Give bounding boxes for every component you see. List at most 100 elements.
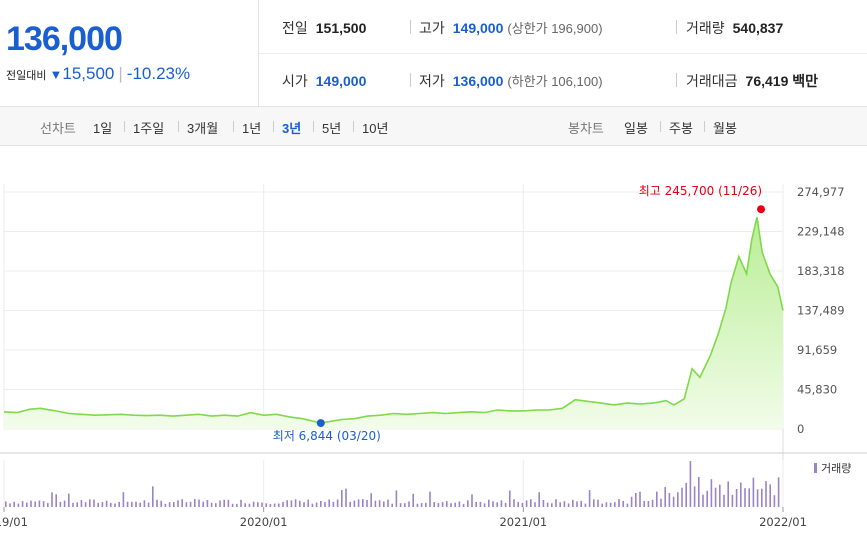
tab-1d[interactable]: 1일 — [93, 121, 113, 136]
volume-bar — [244, 503, 246, 507]
tab-1y[interactable]: 1년 — [242, 121, 262, 136]
y-tick-label: 274,977 — [797, 185, 845, 199]
volume-bar — [362, 499, 364, 507]
volume-bar — [597, 499, 599, 507]
volume-bar — [227, 499, 230, 507]
y-tick-label: 0 — [797, 422, 804, 436]
volume-bar — [147, 502, 150, 507]
volume-bar — [219, 500, 221, 507]
price-area-fill — [4, 217, 783, 429]
volume-bar — [194, 499, 196, 507]
volume-bar — [357, 499, 360, 507]
stat-value: 151,500 — [315, 20, 367, 36]
volume-bar — [576, 501, 578, 507]
volume-bar — [21, 501, 24, 507]
volume-bar — [84, 502, 87, 507]
volume-bar — [378, 500, 381, 507]
tab-monthly-candle[interactable]: 월봉 — [713, 121, 737, 136]
volume-bar — [97, 502, 99, 507]
tab-divider — [233, 121, 234, 132]
volume-bar — [143, 500, 146, 507]
volume-bar — [462, 503, 465, 507]
volume-bar — [383, 501, 385, 507]
volume-bar — [164, 503, 167, 507]
volume-bar — [513, 499, 515, 507]
volume-bar — [248, 503, 251, 507]
volume-bar — [47, 503, 49, 507]
volume-bar — [252, 501, 255, 507]
volume-bar — [454, 502, 456, 507]
volume-bar — [504, 502, 507, 507]
x-axis-labels: 2019/01 2020/01 2021/01 2022/01 — [0, 507, 807, 529]
volume-bars — [5, 461, 780, 507]
chart-period-tabs: 선차트 1일 1주일 3개월 1년 3년 5년 10년 봉차트 일봉 주봉 월봉 — [0, 107, 867, 146]
volume-bar — [286, 500, 288, 507]
volume-bar — [672, 496, 675, 507]
annotations: 최고 245,700 (11/26) 최저 6,844 (03/20) — [273, 184, 766, 443]
lower-limit-note: (하한가 106,100) — [507, 74, 603, 89]
volume-bar — [677, 492, 679, 507]
volume-bar — [420, 503, 423, 507]
volume-bar — [530, 499, 532, 507]
volume-bar — [118, 501, 120, 507]
tab-10y[interactable]: 10년 — [362, 121, 389, 136]
volume-bar — [475, 502, 477, 507]
tab-divider — [124, 121, 125, 132]
y-tick-label: 45,830 — [797, 383, 837, 397]
volume-bar — [42, 501, 45, 507]
volume-bar — [555, 499, 557, 507]
volume-bar — [706, 490, 708, 507]
tab-5y[interactable]: 5년 — [322, 121, 342, 136]
volume-bar — [307, 499, 309, 507]
tab-3y[interactable]: 3년 — [282, 121, 302, 136]
volume-bar — [202, 501, 204, 507]
volume-bar — [299, 500, 301, 507]
volume-bar — [664, 487, 666, 507]
min-point-marker — [316, 419, 325, 428]
volume-bar — [177, 500, 179, 507]
volume-bar — [315, 502, 318, 507]
line-chart-label: 선차트 — [40, 121, 76, 136]
volume-bar — [467, 500, 469, 507]
volume-bar — [702, 494, 704, 507]
volume-bar — [173, 502, 175, 507]
volume-bar — [761, 488, 763, 507]
volume-bar — [215, 503, 217, 507]
volume-bar — [320, 501, 322, 507]
volume-bar — [34, 501, 36, 507]
volume-bar — [551, 503, 553, 507]
volume-bar — [643, 501, 645, 507]
volume-bar — [441, 501, 444, 507]
tab-weekly-candle[interactable]: 주봉 — [669, 121, 693, 136]
volume-bar — [714, 487, 717, 507]
y-axis-labels: 274,977 229,148 183,318 137,489 91,659 45,830… — [797, 185, 845, 436]
stat-label: 전일 — [282, 20, 308, 36]
volume-bar — [618, 499, 620, 507]
volume-bar — [189, 501, 192, 507]
volume-bar — [412, 493, 414, 507]
volume-bar — [471, 494, 473, 507]
y-tick-label: 229,148 — [797, 225, 845, 239]
tab-3m[interactable]: 3개월 — [187, 121, 219, 136]
volume-bar — [492, 501, 494, 507]
volume-bar — [89, 499, 91, 507]
volume-bar — [206, 500, 209, 507]
volume-bar — [185, 502, 188, 507]
volume-bar — [63, 500, 66, 507]
stat-divider — [410, 20, 411, 34]
volume-bar — [735, 489, 738, 507]
volume-bar — [5, 501, 7, 507]
stat-high: 고가 149,000 (상한가 196,900) — [419, 18, 603, 38]
volume-bar — [105, 500, 108, 507]
volume-bar — [777, 477, 780, 507]
stat-label: 거래대금 — [686, 73, 738, 89]
volume-bar — [290, 500, 293, 507]
volume-bar — [509, 490, 511, 507]
tab-daily-candle[interactable]: 일봉 — [624, 121, 648, 136]
price-chart: 274,977 229,148 183,318 137,489 91,659 45,830… — [0, 184, 867, 529]
tab-1w[interactable]: 1주일 — [133, 121, 165, 136]
volume-bar — [681, 487, 683, 507]
quote-header: 136,000 전일대비 ▼15,500 | -10.23% 전일 151,500 고가… — [0, 0, 867, 107]
volume-bar — [769, 484, 771, 507]
volume-bar — [240, 499, 242, 507]
